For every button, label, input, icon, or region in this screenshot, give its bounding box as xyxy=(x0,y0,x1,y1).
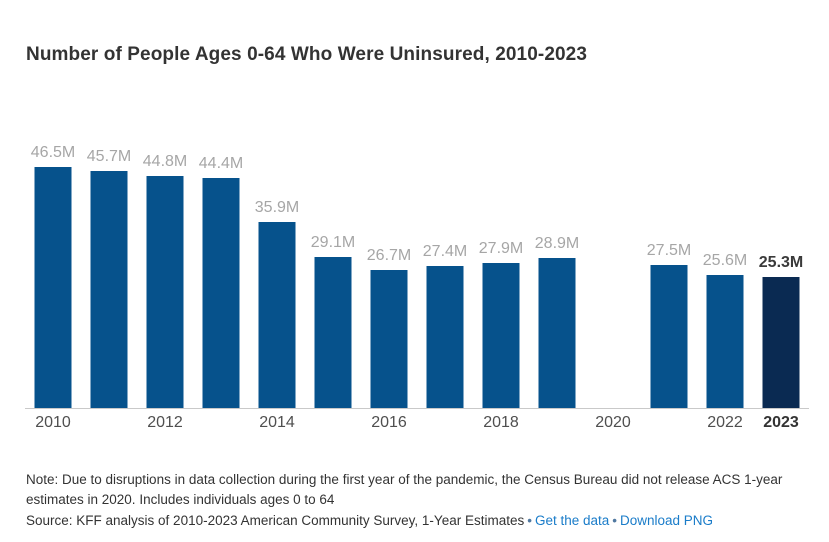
x-tick-label-2014: 2014 xyxy=(259,414,295,431)
bar-value-label-2014: 35.9M xyxy=(254,199,300,216)
x-tick-label-2011 xyxy=(81,413,137,433)
chart-slot-2018: 27.9M xyxy=(473,120,529,408)
x-tick-label-2019 xyxy=(529,413,585,433)
chart-slot-2020 xyxy=(585,120,641,408)
chart-slot-2022: 25.6M xyxy=(697,120,753,408)
bar-value-label-2019: 28.9M xyxy=(534,235,580,252)
bar-value-label-2023: 25.3M xyxy=(758,254,804,271)
bar-2018[interactable] xyxy=(482,263,520,408)
bar-value-label-2021: 27.5M xyxy=(646,242,692,259)
bar-2012[interactable] xyxy=(146,176,184,408)
bar-2016[interactable] xyxy=(370,270,408,408)
bar-2015[interactable] xyxy=(314,257,352,408)
x-tick-label-2015 xyxy=(305,413,361,433)
separator: • xyxy=(612,513,618,528)
bar-2011[interactable] xyxy=(90,171,128,408)
bar-2022[interactable] xyxy=(706,275,744,408)
chart-title: Number of People Ages 0-64 Who Were Unin… xyxy=(26,44,587,65)
bar-value-label-2016: 26.7M xyxy=(366,247,412,264)
x-tick-label-2018: 2018 xyxy=(483,414,519,431)
x-tick-label-2010: 2010 xyxy=(35,414,71,431)
chart-slot-2016: 26.7M xyxy=(361,120,417,408)
chart-slot-2012: 44.8M xyxy=(137,120,193,408)
chart-slot-2015: 29.1M xyxy=(305,120,361,408)
chart-slot-2023: 25.3M xyxy=(753,120,809,408)
bar-2023[interactable] xyxy=(762,277,800,408)
bar-value-label-2015: 29.1M xyxy=(310,234,356,251)
separator: • xyxy=(527,513,532,528)
download-png-link[interactable]: Download PNG xyxy=(620,513,714,528)
chart-note: Note: Due to disruptions in data collect… xyxy=(26,472,783,507)
chart-slot-2021: 27.5M xyxy=(641,120,697,408)
get-the-data-link[interactable]: Get the data xyxy=(534,513,610,528)
bar-value-label-2011: 45.7M xyxy=(86,148,132,165)
chart-slot-2014: 35.9M xyxy=(249,120,305,408)
x-tick-label-2022: 2022 xyxy=(707,414,743,431)
bar-value-label-2012: 44.8M xyxy=(142,153,188,170)
x-axis: 2010 2012 2014 2016 2018 2020 2022 2023 xyxy=(25,413,809,433)
bar-value-label-2010: 46.5M xyxy=(30,144,76,161)
chart-slot-2017: 27.4M xyxy=(417,120,473,408)
source-text: Source: KFF analysis of 2010-2023 Americ… xyxy=(26,513,525,528)
chart-slot-2010: 46.5M xyxy=(25,120,81,408)
bar-2017[interactable] xyxy=(426,266,464,408)
bar-2014[interactable] xyxy=(258,222,296,408)
bar-chart: 46.5M 45.7M 44.8M 44.4M 35.9M 29.1M 26.7M 27.4M… xyxy=(25,120,809,409)
bar-value-label-2013: 44.4M xyxy=(198,155,244,172)
x-tick-label-2020: 2020 xyxy=(595,414,631,431)
x-tick-label-2021 xyxy=(641,413,697,433)
bar-2019[interactable] xyxy=(538,258,576,408)
bar-value-label-2017: 27.4M xyxy=(422,243,468,260)
x-tick-label-2023: 2023 xyxy=(763,414,799,431)
chart-slot-2019: 28.9M xyxy=(529,120,585,408)
chart-slot-2013: 44.4M xyxy=(193,120,249,408)
bar-2013[interactable] xyxy=(202,178,240,408)
x-tick-label-2016: 2016 xyxy=(371,414,407,431)
bar-value-label-2022: 25.6M xyxy=(702,252,748,269)
bar-value-label-2018: 27.9M xyxy=(478,240,524,257)
x-tick-label-2017 xyxy=(417,413,473,433)
x-tick-label-2012: 2012 xyxy=(147,414,183,431)
chart-slot-2011: 45.7M xyxy=(81,120,137,408)
bar-2021[interactable] xyxy=(650,265,688,408)
x-tick-label-2013 xyxy=(193,413,249,433)
bar-2010[interactable] xyxy=(34,167,72,408)
source-line: Source: KFF analysis of 2010-2023 Americ… xyxy=(26,511,816,531)
